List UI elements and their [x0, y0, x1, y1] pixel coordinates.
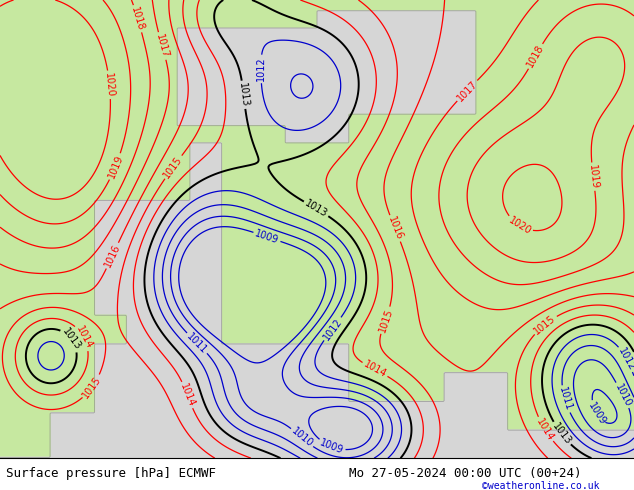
Text: 1009: 1009	[586, 401, 607, 427]
Text: ©weatheronline.co.uk: ©weatheronline.co.uk	[482, 481, 599, 490]
Text: 1013: 1013	[550, 421, 573, 446]
Text: 1011: 1011	[185, 331, 209, 355]
Text: 1015: 1015	[81, 374, 103, 400]
Text: 1010: 1010	[289, 426, 314, 449]
Text: 1017: 1017	[455, 78, 479, 103]
Text: 1018: 1018	[129, 5, 146, 32]
Text: 1016: 1016	[103, 243, 122, 269]
Text: 1012: 1012	[616, 346, 634, 372]
Text: 1018: 1018	[525, 43, 546, 70]
Text: 1013: 1013	[237, 82, 250, 108]
Text: 1019: 1019	[106, 153, 125, 180]
Text: 1014: 1014	[362, 359, 388, 380]
Text: 1013: 1013	[60, 326, 83, 352]
Text: 1011: 1011	[557, 386, 573, 413]
Text: 1009: 1009	[318, 438, 345, 456]
Text: 1020: 1020	[507, 215, 533, 236]
Text: 1017: 1017	[154, 33, 171, 59]
Text: 1009: 1009	[254, 228, 280, 245]
Text: Surface pressure [hPa] ECMWF: Surface pressure [hPa] ECMWF	[6, 467, 216, 480]
Text: 1010: 1010	[613, 382, 633, 408]
Text: 1015: 1015	[162, 154, 184, 180]
Text: 1014: 1014	[178, 382, 197, 408]
Text: 1019: 1019	[587, 164, 600, 189]
Text: 1015: 1015	[533, 313, 558, 336]
Text: 1013: 1013	[303, 198, 329, 219]
Text: 1014: 1014	[74, 324, 94, 351]
Text: 1014: 1014	[534, 416, 555, 442]
Text: 1012: 1012	[321, 316, 344, 342]
Text: Mo 27-05-2024 00:00 UTC (00+24): Mo 27-05-2024 00:00 UTC (00+24)	[349, 467, 581, 480]
Text: 1012: 1012	[256, 56, 266, 81]
Text: 1015: 1015	[377, 307, 394, 334]
Text: 1016: 1016	[386, 215, 404, 242]
Text: 1020: 1020	[103, 72, 115, 98]
